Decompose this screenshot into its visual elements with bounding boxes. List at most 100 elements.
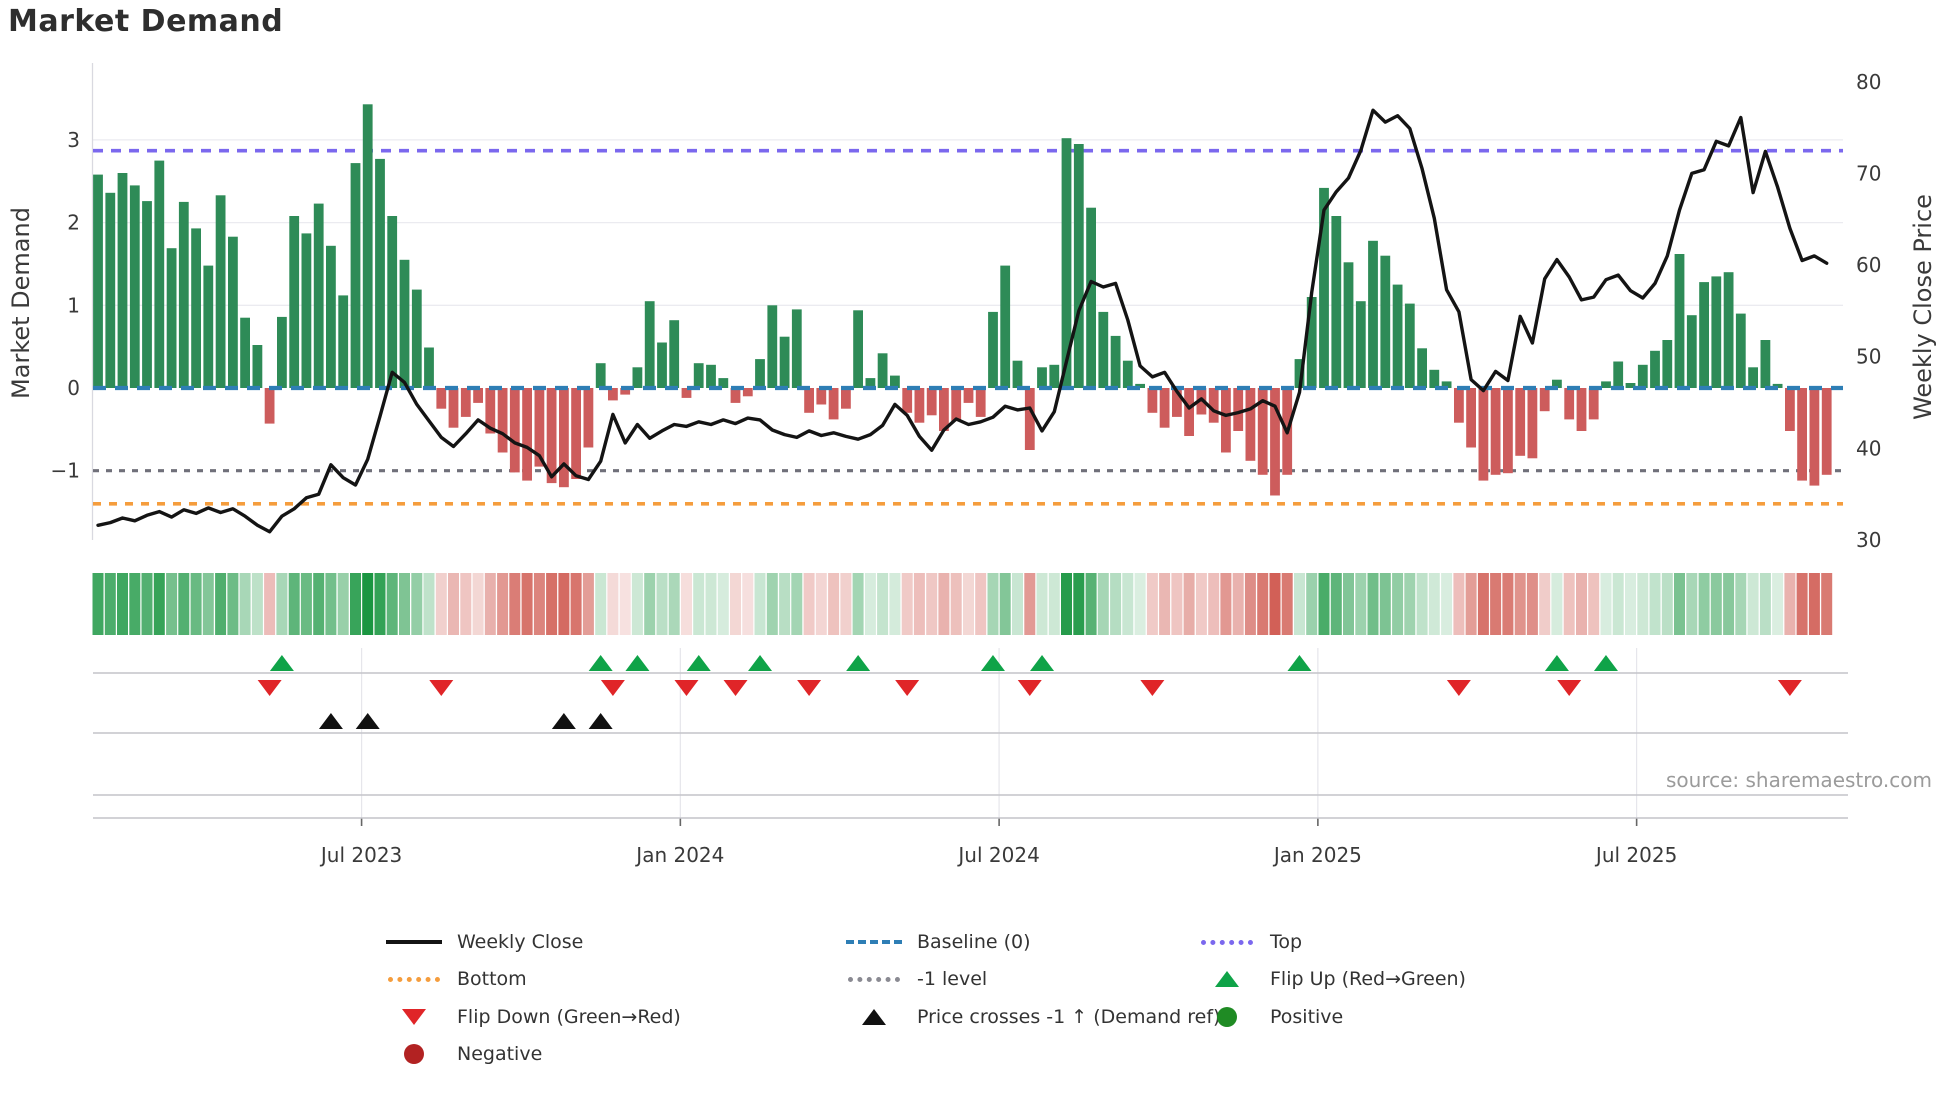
weekly-close-line: [96, 108, 1829, 534]
demand-bar: [657, 342, 667, 388]
heatmap-cell: [276, 573, 288, 635]
demand-bar: [890, 375, 900, 388]
flip-down-marker: [895, 680, 920, 696]
heatmap-cell: [1110, 573, 1122, 635]
demand-bar: [706, 364, 716, 388]
flip-up-marker: [269, 655, 294, 671]
heatmap-cell: [129, 573, 141, 635]
demand-bar: [1588, 388, 1599, 420]
demand-bar: [681, 388, 692, 398]
heatmap-cell: [558, 573, 570, 635]
heatmap-cell: [999, 573, 1011, 635]
demand-bar: [460, 388, 471, 417]
demand-bar: [1564, 388, 1575, 420]
heatmap-cell: [1637, 573, 1649, 635]
demand-bar: [1686, 315, 1697, 388]
heatmap-cell: [509, 573, 521, 635]
heatmap-cell: [1477, 573, 1489, 635]
demand-bar: [301, 233, 312, 388]
heatmap-cell: [742, 573, 754, 635]
heatmap-cell: [1281, 573, 1293, 635]
legend-label: Baseline (0): [917, 931, 1031, 953]
heatmap-cell: [1723, 573, 1735, 635]
demand-bar: [277, 316, 287, 388]
baseline-dash-swatch: [845, 940, 903, 944]
demand-bar: [1221, 388, 1231, 453]
demand-bar: [693, 363, 704, 388]
demand-bar: [411, 289, 422, 388]
heatmap-cell: [1514, 573, 1526, 635]
heatmap-cell: [1576, 573, 1587, 635]
heatmap-cell: [386, 573, 398, 635]
demand-bar: [399, 259, 410, 388]
demand-bar: [632, 367, 643, 388]
y-right-tick-label: 50: [1856, 345, 1881, 369]
heatmap-cell: [975, 573, 987, 635]
legend-label: Top: [1270, 931, 1303, 953]
demand-bar: [534, 388, 545, 467]
demand-bar: [1380, 255, 1391, 388]
flip-up-marker: [686, 655, 711, 671]
demand-bar: [1417, 348, 1427, 388]
negative-dot-icon: [385, 1044, 443, 1064]
y-right-tick-label: 80: [1856, 70, 1881, 94]
heatmap-cell: [448, 573, 459, 635]
demand-bar: [939, 388, 949, 431]
demand-bar: [228, 236, 238, 388]
price-cross-marker: [551, 713, 576, 729]
heatmap-cell: [1367, 573, 1379, 635]
demand-bar: [988, 311, 998, 388]
heatmap-cell: [411, 573, 423, 635]
flip-up-marker: [846, 655, 871, 671]
demand-bar: [350, 163, 361, 388]
demand-bar: [178, 201, 189, 388]
demand-bar: [448, 388, 459, 428]
heatmap-cell: [104, 573, 116, 635]
demand-bar: [362, 104, 373, 389]
heatmap-cell: [362, 573, 374, 635]
flip-up-marker: [1593, 655, 1618, 671]
demand-bar: [1233, 388, 1244, 431]
heatmap-cell: [901, 573, 913, 635]
demand-bar: [436, 388, 447, 409]
heatmap-cell: [117, 573, 128, 635]
legend-item-price-cross: Price crosses -1 ↑ (Demand ref): [845, 1002, 1220, 1032]
heatmap-cell: [521, 573, 533, 635]
heatmap-cell: [1183, 573, 1195, 635]
heatmap-cell: [766, 573, 778, 635]
heatmap-cell: [582, 573, 594, 635]
price-cross-marker: [355, 713, 380, 729]
demand-bar: [1392, 284, 1403, 388]
demand-bar: [1527, 388, 1538, 459]
x-tick-label: Jan 2024: [634, 843, 724, 867]
demand-bar: [755, 359, 765, 388]
legend-label: Positive: [1270, 1006, 1344, 1028]
heatmap-cell: [1625, 573, 1636, 635]
demand-bar: [718, 378, 729, 388]
heatmap-cell: [754, 573, 766, 635]
demand-bar: [914, 388, 925, 423]
heatmap-cell: [153, 573, 165, 635]
heatmap-cell: [803, 573, 815, 635]
heatmap-cell: [877, 573, 889, 635]
heatmap-cell: [828, 573, 840, 635]
heatmap-cell: [1502, 573, 1514, 635]
demand-bar: [730, 388, 741, 403]
demand-bar: [105, 192, 116, 388]
demand-bar: [387, 216, 398, 388]
demand-bar: [1711, 276, 1722, 388]
demand-bar: [1454, 388, 1464, 423]
flip-down-marker: [1446, 680, 1471, 696]
heatmap-cell: [840, 573, 852, 635]
demand-bar: [742, 388, 753, 397]
x-tick-label: Jul 2025: [1594, 843, 1677, 867]
demand-bar: [1625, 383, 1636, 388]
demand-bar: [289, 216, 300, 388]
demand-bar: [1650, 350, 1660, 388]
heatmap-cell: [178, 573, 190, 635]
heatmap-cell: [570, 573, 582, 635]
demand-bar: [963, 388, 974, 403]
heatmap-cell: [1661, 573, 1673, 635]
heatmap-cell: [1330, 573, 1342, 635]
bottom-level-swatch: [385, 976, 443, 982]
